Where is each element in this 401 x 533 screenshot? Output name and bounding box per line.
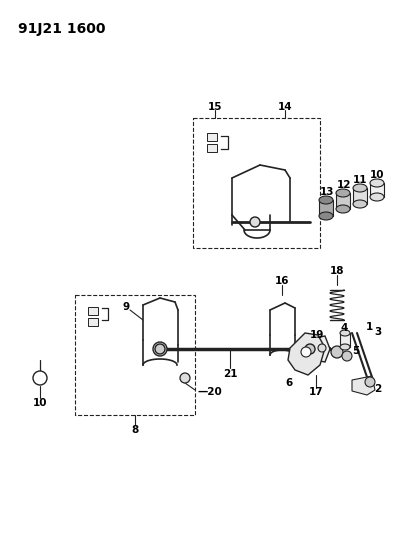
Circle shape (153, 342, 167, 356)
Text: 5: 5 (352, 346, 360, 356)
Circle shape (155, 344, 165, 354)
Ellipse shape (370, 179, 384, 187)
Bar (207, 144, 217, 152)
Text: 21: 21 (223, 369, 237, 379)
Polygon shape (288, 333, 325, 375)
Polygon shape (305, 336, 330, 362)
Text: 8: 8 (132, 425, 139, 435)
Text: 91J21 1600: 91J21 1600 (18, 22, 105, 36)
Text: 6: 6 (286, 378, 293, 388)
Text: 2: 2 (375, 384, 382, 394)
Ellipse shape (340, 344, 350, 350)
Circle shape (301, 347, 311, 357)
Ellipse shape (336, 189, 350, 197)
Ellipse shape (353, 200, 367, 208)
Bar (193, 118, 320, 248)
Bar (88, 318, 98, 326)
Text: 4: 4 (340, 323, 348, 333)
Circle shape (342, 351, 352, 361)
Text: 3: 3 (375, 327, 382, 337)
Text: 10: 10 (370, 170, 384, 180)
Text: 10: 10 (33, 398, 47, 408)
Ellipse shape (353, 184, 367, 192)
Circle shape (365, 377, 375, 387)
Text: 17: 17 (309, 387, 323, 397)
Bar (370, 183, 384, 197)
Circle shape (305, 344, 315, 354)
Text: 19: 19 (310, 330, 324, 340)
Text: 9: 9 (122, 302, 130, 312)
Text: 15: 15 (208, 102, 222, 112)
Bar (340, 333, 350, 347)
Circle shape (331, 346, 343, 358)
Text: 14: 14 (277, 102, 292, 112)
Bar (207, 133, 217, 141)
Text: 12: 12 (337, 180, 351, 190)
Ellipse shape (370, 193, 384, 201)
Ellipse shape (319, 212, 333, 220)
Circle shape (250, 217, 260, 227)
Ellipse shape (336, 205, 350, 213)
Bar (336, 193, 350, 209)
Text: 11: 11 (353, 175, 367, 185)
Bar (319, 200, 333, 216)
Ellipse shape (319, 196, 333, 204)
Text: —20: —20 (198, 387, 223, 397)
Ellipse shape (340, 330, 350, 336)
Text: 13: 13 (320, 187, 334, 197)
Bar (75, 295, 195, 415)
Polygon shape (352, 376, 375, 395)
Circle shape (33, 371, 47, 385)
Bar (353, 188, 367, 204)
Text: 18: 18 (330, 266, 344, 276)
Circle shape (180, 373, 190, 383)
Circle shape (318, 344, 326, 352)
Bar (88, 307, 98, 315)
Text: 16: 16 (275, 276, 289, 286)
Text: 1: 1 (365, 322, 373, 332)
